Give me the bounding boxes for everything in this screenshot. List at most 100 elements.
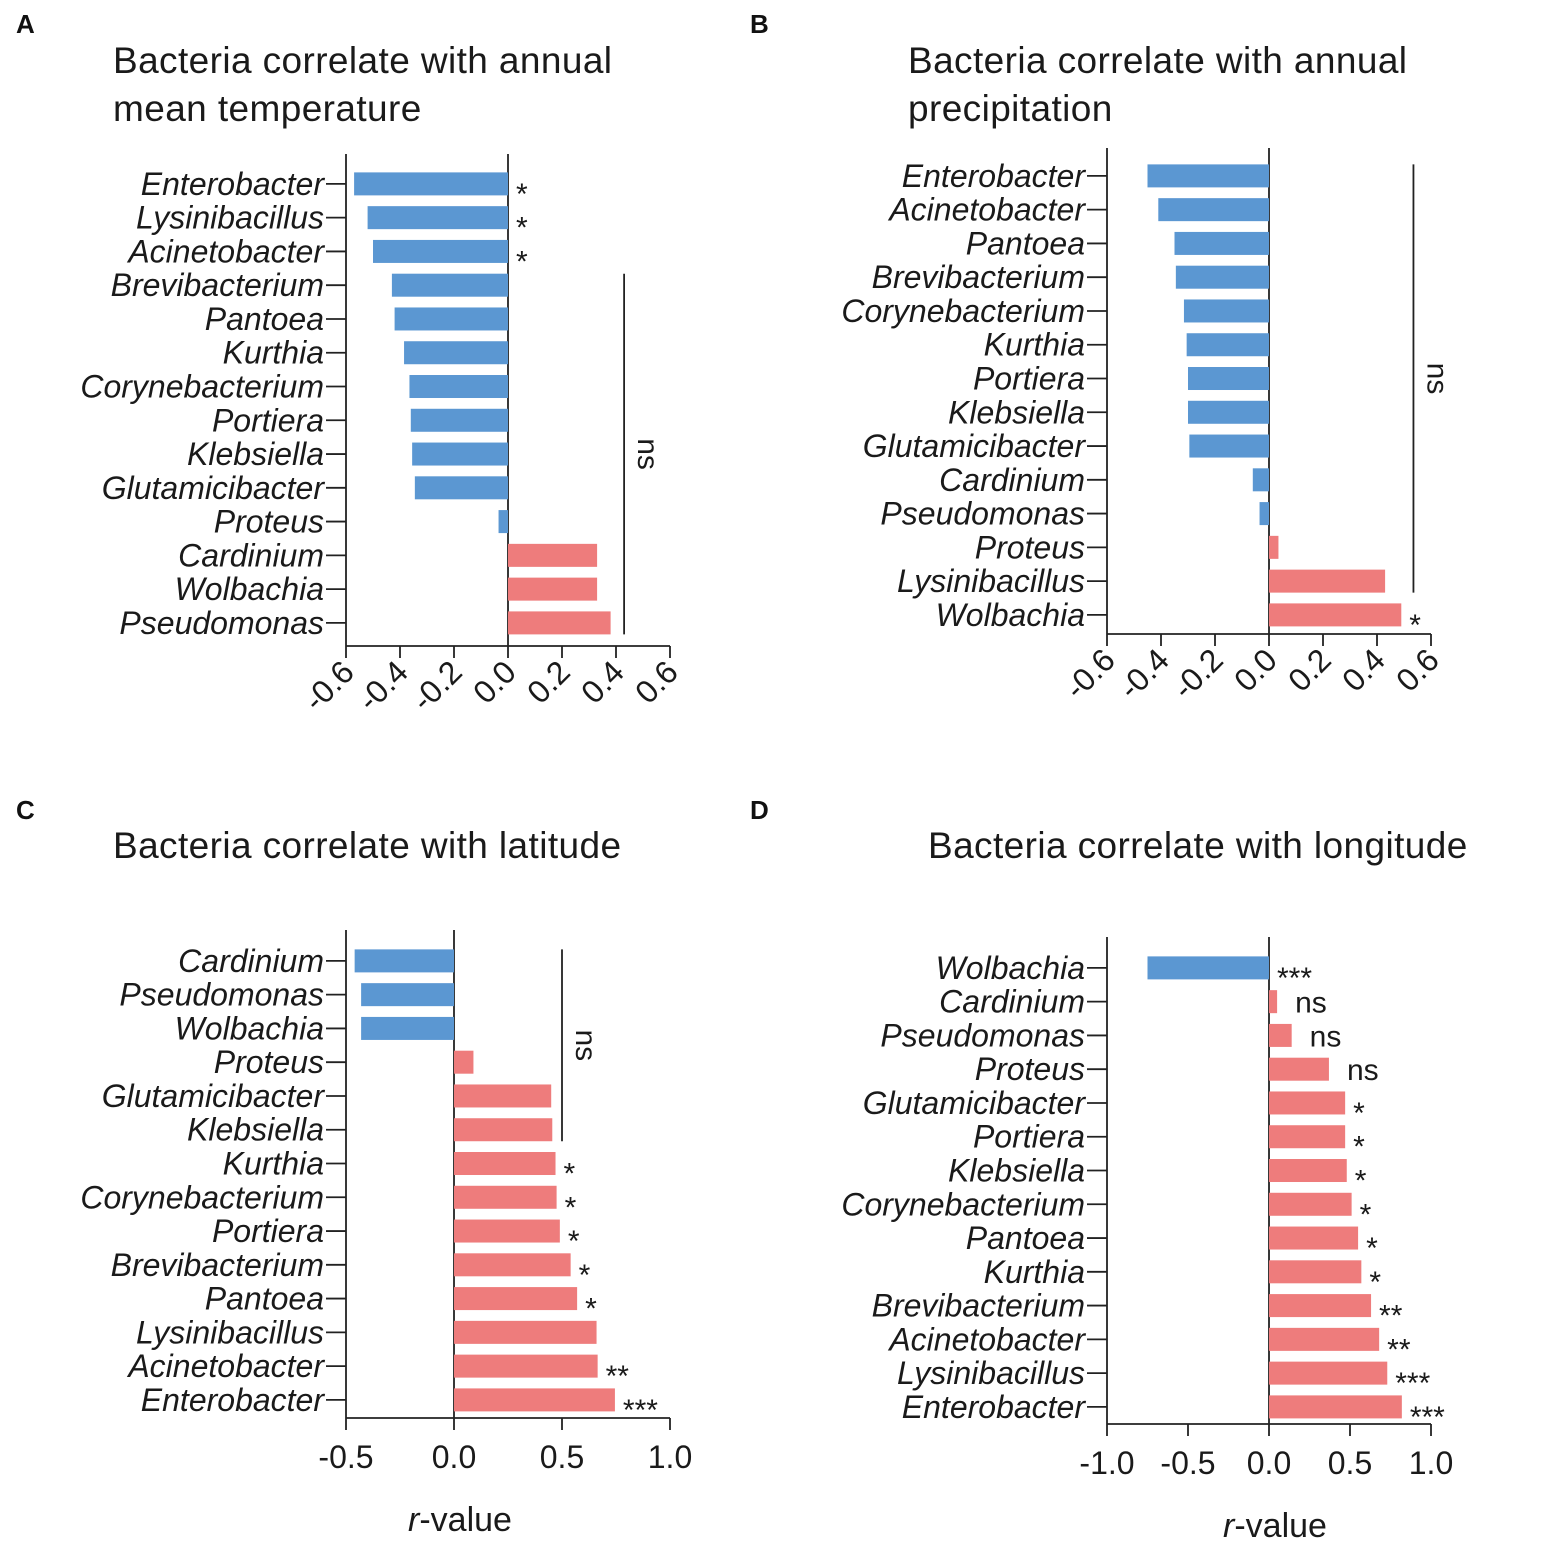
- bar-wolbachia: [508, 577, 598, 601]
- bar-brevibacterium: [1269, 1294, 1372, 1318]
- bar-portiera: [454, 1219, 560, 1243]
- significance-label: *: [516, 245, 528, 278]
- category-label: Glutamicibacter: [102, 1078, 326, 1114]
- significance-label: *: [1353, 1131, 1365, 1164]
- bar-pantoea: [1269, 1226, 1359, 1250]
- category-label: Corynebacterium: [841, 1186, 1085, 1222]
- x-tick-label: 0.2: [1281, 641, 1338, 698]
- panel-d: D Bacteria correlate with longitude -1.0 -0…: [750, 795, 1467, 1543]
- ns-bracket-label: ns: [631, 438, 664, 470]
- category-label: Cardinium: [939, 462, 1085, 498]
- significance-label: *: [585, 1293, 597, 1326]
- x-tick-label: 0.4: [574, 653, 631, 710]
- significance-label: *: [579, 1259, 591, 1292]
- category-label: Portiera: [973, 1119, 1085, 1155]
- bar-proteus: [454, 1050, 474, 1074]
- category-label: Acinetobacter: [887, 1321, 1086, 1357]
- significance-label: *: [516, 178, 528, 211]
- bar-klebsiella: [412, 442, 508, 466]
- x-tick-label: -0.2: [1166, 641, 1230, 705]
- category-label: Cardinium: [178, 537, 324, 573]
- bar-cardinium: [1269, 990, 1278, 1014]
- category-label: Pantoea: [205, 301, 324, 337]
- bar-klebsiella: [454, 1118, 553, 1142]
- bar-pantoea: [454, 1287, 578, 1311]
- chart-title-line: mean temperature: [113, 88, 422, 129]
- x-tick-label: -1.0: [1079, 1445, 1134, 1481]
- category-label: Lysinibacillus: [897, 1355, 1085, 1391]
- category-label: Pantoea: [205, 1281, 324, 1317]
- bar-acinetobacter: [454, 1354, 598, 1378]
- category-label: Acinetobacter: [126, 233, 325, 269]
- bar-acinetobacter: [1269, 1327, 1380, 1351]
- bar-corynebacterium: [1269, 1192, 1352, 1216]
- category-label: Pseudomonas: [880, 496, 1085, 532]
- x-tick-label: -0.4: [1112, 641, 1176, 705]
- category-label: Klebsiella: [948, 1153, 1085, 1189]
- bar-portiera: [1269, 1125, 1346, 1149]
- category-label: Lysinibacillus: [136, 200, 324, 236]
- ns-bracket-label: ns: [569, 1029, 602, 1061]
- category-label: Pseudomonas: [119, 605, 324, 641]
- x-tick-label: -0.6: [1058, 641, 1122, 705]
- bar-brevibacterium: [391, 273, 508, 297]
- bar-portiera: [410, 408, 508, 432]
- bar-corynebacterium: [409, 375, 508, 399]
- bar-portiera: [1188, 367, 1269, 391]
- category-label: Lysinibacillus: [136, 1314, 324, 1350]
- panel-letter: C: [16, 795, 35, 825]
- bar-kurthia: [454, 1152, 556, 1176]
- bar-enterobacter: [454, 1388, 615, 1412]
- x-tick-label: 0.0: [432, 1439, 476, 1475]
- category-label: Portiera: [212, 1213, 324, 1249]
- significance-label: *: [1409, 609, 1421, 642]
- bar-proteus: [1269, 535, 1279, 559]
- chart-title-line: precipitation: [908, 88, 1113, 129]
- bar-klebsiella: [1188, 400, 1269, 424]
- category-label: Cardinium: [939, 984, 1085, 1020]
- category-label: Brevibacterium: [872, 1288, 1085, 1324]
- significance-label: **: [606, 1360, 630, 1393]
- category-label: Pseudomonas: [119, 977, 324, 1013]
- bar-proteus: [498, 510, 508, 534]
- bar-enterobacter: [1147, 164, 1269, 188]
- bar-wolbachia: [1269, 603, 1402, 627]
- x-tick-label: 0.0: [1247, 1445, 1291, 1481]
- significance-label: ***: [1410, 1401, 1445, 1434]
- category-label: Lysinibacillus: [897, 563, 1085, 599]
- bar-kurthia: [404, 341, 508, 365]
- bar-brevibacterium: [1175, 265, 1269, 289]
- chart-title-line: Bacteria correlate with annual: [113, 40, 612, 81]
- category-label: Enterobacter: [902, 158, 1087, 194]
- category-label: Kurthia: [223, 335, 324, 371]
- panel-c: C Bacteria correlate with latitude -0.5 0.0…: [16, 795, 692, 1539]
- bar-enterobacter: [1269, 1395, 1402, 1419]
- category-label: Corynebacterium: [841, 293, 1085, 329]
- significance-label: *: [1353, 1097, 1365, 1130]
- bar-lysinibacillus: [1269, 569, 1386, 593]
- x-tick-label: -0.6: [297, 653, 361, 717]
- category-label: Acinetobacter: [887, 192, 1086, 228]
- bar-kurthia: [1186, 333, 1269, 357]
- bar-cardinium: [508, 543, 598, 567]
- x-tick-label: 0.0: [466, 653, 523, 710]
- category-label: Wolbachia: [175, 1010, 324, 1046]
- bar-pseudomonas: [1269, 1023, 1292, 1047]
- bar-glutamicibacter: [454, 1084, 552, 1108]
- bar-glutamicibacter: [1269, 1091, 1346, 1115]
- panel-letter: B: [750, 9, 769, 39]
- bar-lysinibacillus: [1269, 1361, 1388, 1385]
- category-label: Acinetobacter: [126, 1348, 325, 1384]
- category-label: Kurthia: [984, 327, 1085, 363]
- significance-label: *: [1360, 1198, 1372, 1231]
- x-tick-label: 0.2: [520, 653, 577, 710]
- category-label: Portiera: [973, 361, 1085, 397]
- category-label: Enterobacter: [141, 166, 326, 202]
- bar-lysinibacillus: [367, 206, 508, 230]
- category-label: Klebsiella: [948, 394, 1085, 430]
- category-label: Wolbachia: [175, 571, 324, 607]
- x-tick-label: 0.6: [1389, 641, 1446, 698]
- bar-kurthia: [1269, 1260, 1362, 1284]
- x-tick-label: 0.0: [1227, 641, 1284, 698]
- x-tick-label: 0.5: [1328, 1445, 1372, 1481]
